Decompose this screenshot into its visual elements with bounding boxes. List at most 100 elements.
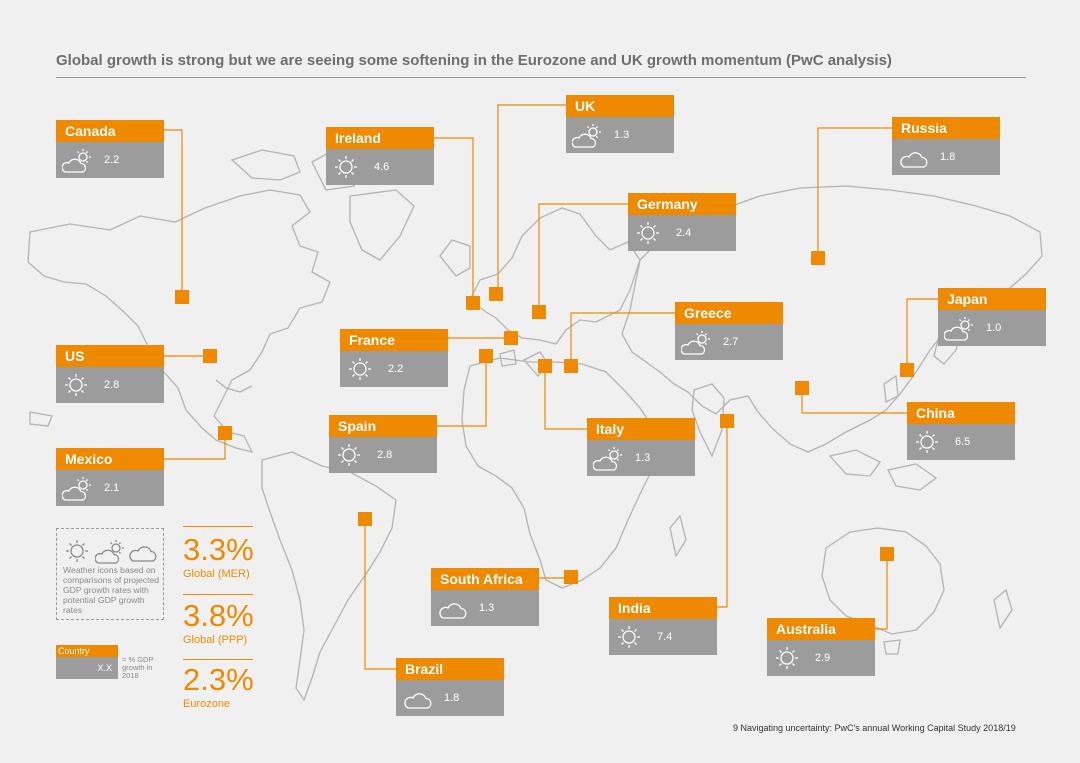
- sun-icon: [66, 540, 88, 562]
- country-growth-value: 2.2: [388, 363, 404, 375]
- country-connectors: [164, 104, 938, 670]
- country-body: 7.4: [609, 619, 717, 655]
- cloud-icon: [900, 152, 928, 168]
- country-name: Brazil: [396, 658, 504, 680]
- country-name: Ireland: [326, 127, 434, 149]
- sun-cloud-icon: [95, 540, 124, 564]
- marker-ireland: [466, 296, 480, 310]
- country-body: 2.8: [56, 367, 164, 403]
- country-name: South Africa: [431, 568, 539, 590]
- connector-ireland: [434, 137, 474, 303]
- stat-divider: [183, 526, 253, 527]
- stat-value: 2.3%: [183, 662, 254, 697]
- cloud-icon: [129, 546, 157, 562]
- marker-france: [504, 331, 518, 345]
- marker-italy: [538, 359, 552, 373]
- connector-italy: [544, 366, 587, 430]
- marker-china: [795, 381, 809, 395]
- country-body: 2.9: [767, 640, 875, 676]
- connector-india: [717, 421, 728, 608]
- marker-spain: [479, 349, 493, 363]
- connector-mexico: [164, 433, 226, 460]
- connector-australia: [875, 554, 888, 630]
- title-divider: [56, 77, 1026, 78]
- country-growth-value: 6.5: [955, 436, 971, 448]
- page-footer: 9 Navigating uncertainty: PwC's annual W…: [733, 723, 1016, 733]
- stat-global-mer: 3.3% Global (MER): [183, 532, 254, 581]
- country-body: 1.3: [566, 117, 674, 153]
- legend-text: Weather icons based on comparisons of pr…: [63, 565, 160, 615]
- country-growth-value: 1.3: [479, 602, 495, 614]
- country-body: 2.4: [628, 215, 736, 251]
- connector-spain: [437, 356, 487, 427]
- country-growth-value: 1.8: [444, 692, 460, 704]
- country-name: France: [340, 329, 448, 351]
- stat-label: Global (MER): [183, 568, 250, 580]
- country-name: Canada: [56, 120, 164, 142]
- cloud-icon: [404, 693, 432, 709]
- sun-icon: [335, 156, 357, 178]
- connector-greece: [570, 312, 675, 366]
- marker-japan: [900, 363, 914, 377]
- country-box-australia: Australia 2.9: [767, 618, 875, 676]
- country-growth-value: 2.8: [104, 379, 120, 391]
- marker-germany: [532, 305, 546, 319]
- stat-eurozone: 2.3% Eurozone: [183, 662, 254, 711]
- country-growth-value: 2.9: [815, 652, 831, 664]
- legend-box: Weather icons based on comparisons of pr…: [56, 528, 164, 620]
- country-box-germany: Germany 2.4: [628, 193, 736, 251]
- country-box-france: France 2.2: [340, 329, 448, 387]
- country-name: Greece: [675, 302, 783, 324]
- cloud-icon: [439, 603, 467, 619]
- country-box-italy: Italy 1.3: [587, 418, 695, 476]
- country-growth-value: 2.8: [377, 449, 393, 461]
- marker-greece: [564, 359, 578, 373]
- connector-uk: [497, 104, 566, 294]
- country-growth-value: 2.4: [676, 227, 692, 239]
- country-box-spain: Spain 2.8: [329, 415, 437, 473]
- legend-key-description: = % GDP growth in 2018: [122, 655, 154, 680]
- country-box-russia: Russia 1.8: [892, 117, 1000, 175]
- connector-brazil: [364, 519, 396, 670]
- sun-icon: [338, 444, 360, 466]
- country-body: 2.8: [329, 437, 437, 473]
- connector-canada: [164, 129, 183, 297]
- country-body: 2.7: [675, 324, 783, 360]
- country-name: Mexico: [56, 448, 164, 470]
- stat-global-ppp: 3.8% Global (PPP): [183, 600, 254, 647]
- marker-us: [203, 349, 217, 363]
- sun-icon: [776, 647, 798, 669]
- country-body: 6.5: [907, 424, 1015, 460]
- sun-icon: [618, 626, 640, 648]
- marker-uk: [489, 287, 503, 301]
- country-name: Australia: [767, 618, 875, 640]
- sun-cloud-icon: [681, 331, 710, 355]
- world-map-outline: [27, 149, 1043, 702]
- stat-divider: [183, 659, 253, 660]
- country-box-south-africa: South Africa 1.3: [431, 568, 539, 626]
- country-body: 1.3: [431, 590, 539, 626]
- country-growth-value: 4.6: [374, 161, 390, 173]
- country-growth-value: 7.4: [657, 631, 673, 643]
- stat-value: 3.3%: [183, 532, 254, 567]
- stat-label: Eurozone: [183, 698, 231, 710]
- country-name: Russia: [892, 117, 1000, 139]
- connector-russia: [817, 127, 892, 258]
- country-body: 2.1: [56, 470, 164, 506]
- country-body: 1.8: [396, 680, 504, 716]
- country-growth-value: 1.3: [614, 129, 630, 141]
- country-body: 1.3: [587, 440, 695, 476]
- marker-south-africa: [564, 570, 578, 584]
- sun-cloud-icon: [62, 149, 91, 173]
- country-name: Italy: [587, 418, 695, 440]
- sun-cloud-icon: [944, 317, 973, 341]
- stat-label: Global (PPP): [183, 634, 248, 646]
- country-growth-value: 1.0: [986, 322, 1002, 334]
- country-name: US: [56, 345, 164, 367]
- connector-germany: [538, 203, 628, 312]
- sun-cloud-icon: [572, 124, 601, 148]
- country-box-ireland: Ireland 4.6: [326, 127, 434, 185]
- sun-icon: [349, 358, 371, 380]
- connector-japan: [906, 298, 938, 370]
